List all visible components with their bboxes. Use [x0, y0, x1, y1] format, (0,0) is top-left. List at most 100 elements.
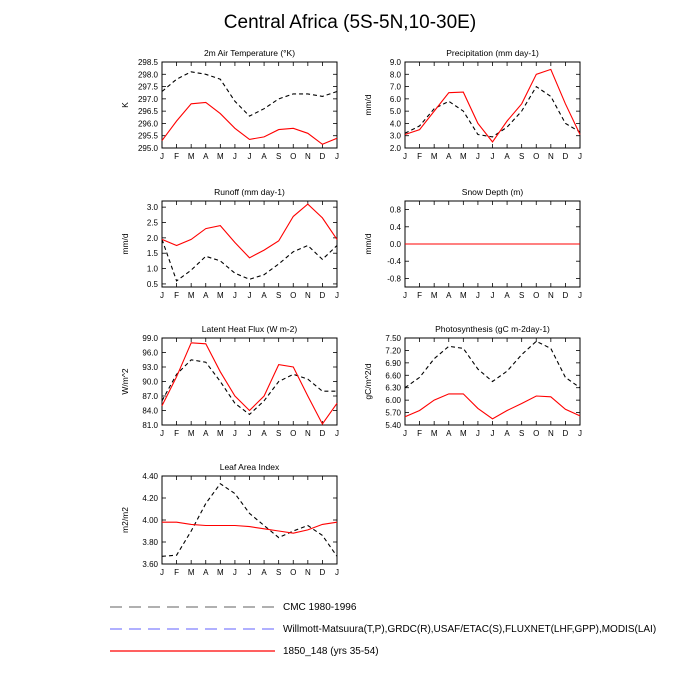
- x-tick-label: J: [578, 152, 582, 161]
- x-tick-label: A: [261, 568, 267, 577]
- y-tick-label: 99.0: [142, 334, 158, 343]
- series-line-dashed: [161, 239, 338, 282]
- x-tick-label: N: [305, 152, 311, 161]
- y-axis-label: W/m^2: [120, 368, 130, 394]
- y-tick-label: 7.50: [385, 334, 401, 343]
- series-line-solid: [161, 342, 338, 426]
- legend-swatch-cmc: [110, 606, 275, 608]
- x-tick-label: F: [174, 291, 179, 300]
- x-tick-label: J: [233, 291, 237, 300]
- series-line-dashed: [404, 85, 581, 138]
- x-tick-label: N: [548, 429, 554, 438]
- x-tick-label: F: [174, 152, 179, 161]
- x-tick-label: F: [417, 429, 422, 438]
- chart-snow-depth: Snow Depth (m)mm/d-0.8-0.40.00.40.8J F M A M…: [363, 187, 582, 300]
- x-tick-label: J: [491, 152, 495, 161]
- x-tick-label: A: [203, 152, 209, 161]
- x-tick-label: J: [476, 152, 480, 161]
- y-tick-label: 6.60: [385, 371, 401, 380]
- x-tick-label: A: [504, 152, 510, 161]
- x-tick-label: F: [174, 429, 179, 438]
- plot-frame: [161, 475, 338, 565]
- y-tick-label: 93.0: [142, 363, 158, 372]
- y-tick-label: 297.5: [138, 83, 159, 92]
- y-tick-label: 4.20: [142, 494, 158, 503]
- x-tick-label: A: [504, 429, 510, 438]
- y-tick-label: 90.0: [142, 378, 158, 387]
- x-tick-label: D: [563, 152, 569, 161]
- x-tick-label: M: [217, 291, 224, 300]
- x-tick-label: O: [290, 152, 296, 161]
- legend-label-observations: Willmott-Matsuura(T,P),GRDC(R),USAF/ETAC…: [283, 623, 657, 635]
- x-tick-label: O: [533, 429, 539, 438]
- y-tick-label: 296.0: [138, 119, 159, 128]
- x-tick-label: N: [305, 568, 311, 577]
- y-tick-label: 6.30: [385, 384, 401, 393]
- y-tick-label: 2.0: [147, 234, 159, 243]
- x-tick-label: S: [519, 429, 524, 438]
- x-tick-label: O: [533, 291, 539, 300]
- x-tick-label: J: [160, 291, 164, 300]
- x-tick-label: J: [403, 152, 407, 161]
- y-axis-label: m2/m2: [120, 507, 130, 533]
- legend-swatch-observations: [110, 628, 275, 630]
- x-tick-label: S: [276, 429, 281, 438]
- x-tick-label: M: [460, 291, 467, 300]
- x-tick-label: M: [460, 429, 467, 438]
- x-tick-label: D: [563, 291, 569, 300]
- x-tick-label: D: [320, 152, 326, 161]
- y-tick-label: -0.8: [387, 274, 401, 283]
- x-tick-label: J: [491, 429, 495, 438]
- y-tick-label: 1.5: [147, 249, 159, 258]
- y-tick-label: 0.4: [390, 223, 402, 232]
- x-tick-label: A: [446, 429, 452, 438]
- chart-title: Leaf Area Index: [220, 462, 280, 472]
- x-tick-label: O: [290, 429, 296, 438]
- y-tick-label: 3.0: [147, 203, 159, 212]
- y-tick-label: 297.0: [138, 95, 159, 104]
- x-tick-label: M: [217, 429, 224, 438]
- chart-2m-air-temperature: 2m Air Temperature (°K) K 295.0 295.5 296.0 2…: [120, 48, 339, 161]
- x-tick-label: S: [519, 152, 524, 161]
- x-tick-label: J: [248, 152, 252, 161]
- series-line-solid: [404, 393, 581, 420]
- y-tick-label: 84.0: [142, 407, 158, 416]
- y-tick-label: 81.0: [142, 421, 158, 430]
- series-line-dashed: [161, 359, 337, 416]
- x-tick-label: J: [476, 291, 480, 300]
- x-tick-label: J: [578, 429, 582, 438]
- series-line-dashed: [161, 71, 338, 117]
- x-tick-label: M: [188, 152, 195, 161]
- y-tick-label: 1.0: [147, 265, 159, 274]
- plot-frame: [161, 200, 338, 288]
- series-line-dashed: [161, 482, 338, 557]
- y-tick-label: 3.80: [142, 538, 158, 547]
- plot-frame: [404, 61, 581, 149]
- x-tick-label: O: [290, 568, 296, 577]
- x-tick-label: J: [233, 429, 237, 438]
- x-tick-label: J: [248, 429, 252, 438]
- x-tick-label: F: [174, 568, 179, 577]
- series-line-dashed: [404, 340, 581, 389]
- x-tick-label: D: [320, 429, 326, 438]
- x-tick-label: J: [160, 429, 164, 438]
- y-tick-label: 5.70: [385, 409, 401, 418]
- x-tick-label: J: [160, 568, 164, 577]
- x-tick-label: M: [431, 291, 438, 300]
- x-tick-label: A: [446, 291, 452, 300]
- page-title: Central Africa (5S-5N,10-30E): [223, 12, 477, 33]
- chart-title: Runoff (mm day-1): [214, 187, 285, 197]
- y-tick-label: 6.90: [385, 359, 401, 368]
- series-line-solid: [161, 203, 338, 259]
- x-tick-label: J: [248, 568, 252, 577]
- y-tick-label: 4.0: [390, 119, 402, 128]
- y-tick-label: 295.5: [138, 132, 159, 141]
- x-tick-label: N: [548, 291, 554, 300]
- x-tick-label: A: [203, 568, 209, 577]
- x-tick-label: D: [563, 429, 569, 438]
- legend-item-cmc: CMC 1980-1996: [110, 600, 356, 614]
- chart-precipitation: Precipitation (mm day-1) mm/d 2.0 3.0 4.0 5.0…: [363, 48, 582, 161]
- y-tick-label: 3.60: [142, 560, 158, 569]
- x-tick-label: N: [305, 429, 311, 438]
- x-tick-label: M: [217, 152, 224, 161]
